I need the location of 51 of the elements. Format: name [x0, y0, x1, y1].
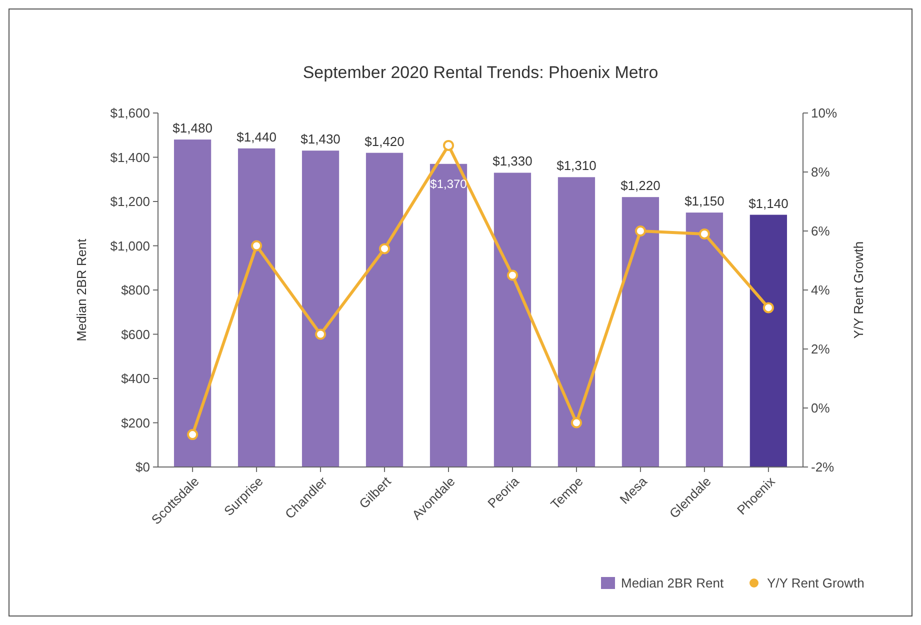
- point: [379, 243, 390, 254]
- y2-axis-title: Y/Y Rent Growth: [851, 241, 866, 339]
- bar: [430, 164, 468, 467]
- y-tick-label: $1,600: [110, 106, 150, 121]
- y-tick-label: $600: [121, 326, 150, 342]
- y-tick-label: $1,000: [110, 238, 150, 254]
- bar: [750, 214, 788, 467]
- data-label: $1,420: [364, 134, 404, 149]
- bar: [558, 177, 596, 467]
- y-tick-label: $0: [136, 460, 150, 475]
- point: [443, 140, 454, 151]
- bar: [366, 152, 404, 467]
- y2-tick-label: 0%: [811, 400, 830, 416]
- data-label: $1,140: [748, 196, 788, 211]
- point: [506, 270, 518, 281]
- point: [634, 226, 646, 236]
- data-label: $1,310: [556, 158, 596, 174]
- y2-tick-label: 8%: [811, 164, 830, 180]
- point: [187, 429, 198, 440]
- y2-tick-label: 10%: [811, 106, 838, 121]
- point: [570, 417, 582, 428]
- chart-title: September 2020 Rental Trends: Phoenix Metro: [302, 63, 658, 82]
- data-label: $1,330: [492, 154, 532, 169]
- y-tick-label: $200: [121, 415, 150, 430]
- y2-tick-label: 4%: [811, 282, 830, 298]
- bar: [622, 197, 660, 467]
- y-axis-title: Median 2BR Rent: [74, 238, 89, 342]
- point: [251, 240, 262, 252]
- data-label: $1,150: [684, 194, 724, 209]
- legend-label: Median 2BR Rent: [621, 576, 724, 591]
- bar: [686, 212, 724, 467]
- y2-tick-label: 6%: [811, 224, 830, 239]
- point: [698, 228, 710, 240]
- point: [762, 302, 774, 314]
- y2-tick-label: 2%: [811, 342, 830, 357]
- data-label: $1,430: [300, 132, 340, 147]
- bar: [494, 172, 532, 467]
- bar: [302, 150, 340, 467]
- y-tick-label: $1,400: [110, 150, 150, 165]
- data-label: $1,440: [236, 129, 276, 144]
- y-tick-label: $800: [121, 282, 150, 298]
- y-tick-label: $1,200: [110, 194, 150, 210]
- point: [315, 328, 326, 340]
- data-label: $1,370: [430, 176, 468, 191]
- y-tick-label: $400: [121, 371, 150, 386]
- bar: [174, 140, 212, 467]
- y2-tick-label: -2%: [811, 460, 835, 475]
- data-label: $1,220: [620, 178, 660, 194]
- bar: [238, 148, 276, 467]
- legend-label: Y/Y Rent Growth: [767, 576, 864, 591]
- data-label: $1,480: [172, 120, 212, 136]
